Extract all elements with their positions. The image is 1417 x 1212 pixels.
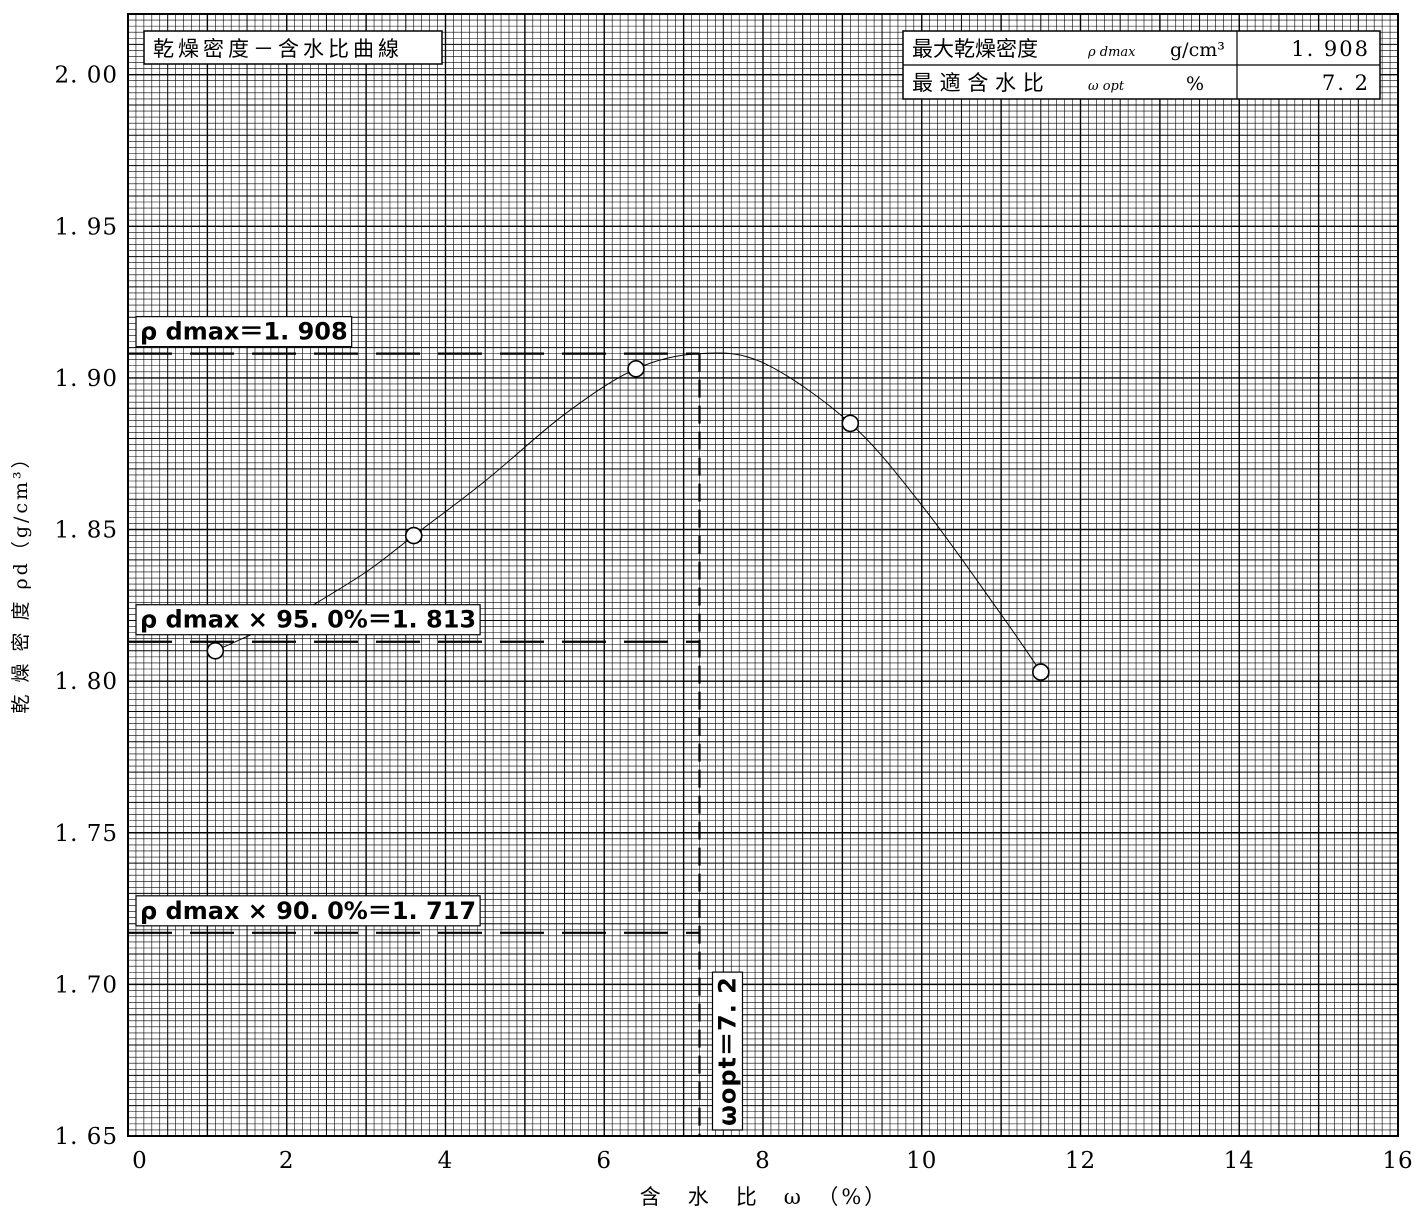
reference-label: ρ dmax＝1. 908	[140, 318, 348, 346]
reference-label: ρ dmax × 90. 0%＝1. 717	[140, 897, 476, 925]
x-tick-label: 14	[1224, 1148, 1255, 1174]
x-tick-label: 4	[438, 1148, 454, 1174]
y-tick-label: 1. 85	[54, 518, 118, 544]
tick-labels: 1. 65 1. 70 1. 75 1. 80 1. 85 1. 90 1. 95 2. 00…	[54, 63, 1413, 1174]
data-point	[404, 526, 423, 545]
max-density-value: 1. 908	[1291, 37, 1370, 61]
chart-title-box: 乾燥密度－含水比曲線	[143, 30, 443, 65]
opt-water-unit: %	[1186, 73, 1204, 95]
data-point	[627, 359, 645, 378]
y-tick-label: 1. 80	[54, 669, 118, 695]
data-points	[206, 359, 1050, 681]
reference-label: ρ dmax × 95. 0%＝1. 813	[140, 606, 476, 634]
optimum-label-box	[711, 971, 744, 1131]
x-tick-label: 2	[279, 1148, 295, 1174]
y-tick-label: 1. 90	[54, 366, 118, 392]
annotations: ρ dmax＝1. 908 ρ dmax × 95. 0%＝1. 813 ρ dma…	[135, 316, 744, 1131]
reference-lines	[128, 352, 701, 1136]
data-point	[206, 642, 225, 660]
x-axis-title: 含 水 比 ω （%）	[640, 1185, 889, 1209]
y-axis-title: 乾 燥 密 度 ρd（g/cm³）	[10, 446, 32, 713]
x-tick-label: 0	[132, 1148, 148, 1174]
opt-water-value: 7. 2	[1322, 71, 1370, 95]
max-density-label: 最大乾燥密度	[912, 37, 1038, 61]
x-tick-label: 8	[755, 1148, 771, 1174]
max-density-symbol: ρ dmax	[1087, 45, 1136, 60]
x-tick-label: 12	[1065, 1148, 1096, 1174]
y-tick-label: 1. 75	[54, 821, 118, 847]
opt-water-symbol: ω opt	[1088, 79, 1125, 94]
optimum-label: ωopt＝7. 2	[714, 976, 742, 1126]
data-point	[1032, 663, 1050, 681]
max-density-unit: g/cm³	[1170, 39, 1225, 61]
opt-water-label: 最 適 含 水 比	[912, 71, 1044, 95]
grid	[127, 13, 1399, 1137]
y-tick-label: 1. 95	[54, 214, 118, 240]
y-tick-label: 2. 00	[54, 63, 118, 89]
y-tick-label: 1. 65	[54, 1124, 118, 1150]
chart-title: 乾燥密度－含水比曲線	[153, 37, 403, 61]
reference-label-box	[135, 895, 481, 927]
x-tick-label: 6	[596, 1148, 612, 1174]
reference-label-box	[135, 316, 353, 348]
reference-label-box	[135, 604, 481, 636]
result-table: 最大乾燥密度 ρ dmax g/cm³ 1. 908 最 適 含 水 比 ω o…	[902, 30, 1381, 100]
x-tick-label: 10	[906, 1148, 937, 1174]
y-tick-label: 1. 70	[54, 972, 118, 998]
plot-frame	[127, 13, 1399, 1137]
x-tick-label: 16	[1382, 1148, 1413, 1174]
data-point	[841, 414, 860, 433]
